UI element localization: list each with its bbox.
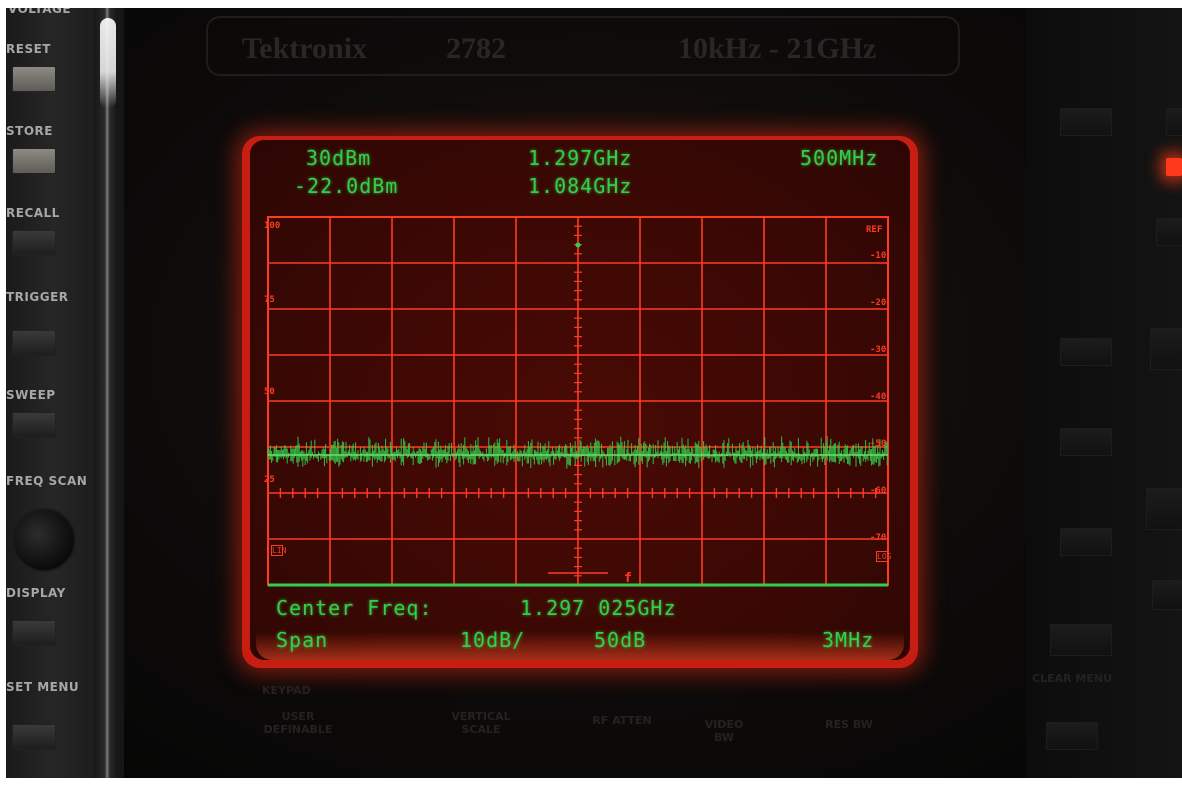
photo-scene: VOLTAGE RESET STORE RECALL TRIGGER SWEEP… [6,8,1182,778]
right-control-panel: CLEAR MENU [1026,8,1182,778]
center-freq-value: 1.297 025GHz [520,596,677,620]
grid-right-label-minus30: -30 [870,345,887,355]
right-edge-button-1[interactable] [1166,108,1182,136]
recall-button[interactable] [12,230,56,256]
reset-button[interactable] [12,66,56,92]
keypad-label: KEYPAD [262,684,311,697]
right-edge-button-3[interactable] [1150,328,1182,370]
recall-label: RECALL [6,206,60,220]
frequency-marker-label: f [624,571,632,586]
brand-range: 10kHz - 21GHz [678,32,877,65]
right-button-4[interactable] [1060,528,1112,556]
set-menu-button[interactable] [12,724,56,750]
grid-right-label-ref: REF [866,225,883,235]
grid-left-label-25: 25 [264,475,275,485]
span-label: Span [276,628,329,652]
display-label: DISPLAY [6,586,66,600]
resolution-bandwidth-readout: 3MHz [822,628,875,652]
plot-canvas [267,216,889,587]
video-bw-label: VIDEO BW [704,718,744,744]
grid-left-label-50: 50 [264,387,275,397]
grid-right-label-minus50: -50 [870,439,887,449]
grid-right-label-minus10: -10 [870,251,887,261]
reference-range-readout: 50dB [594,628,647,652]
lower-label-strip: KEYPAD USER DEFINABLE VERTICAL SCALE RF … [242,680,922,760]
left-panel-top-label: VOLTAGE [8,8,72,16]
grid-right-label-minus40: -40 [870,392,887,402]
log-scale-tag: LOG [876,551,892,562]
sweep-label: SWEEP [6,388,56,402]
res-bw-label: RES BW [825,718,873,731]
grid-right-label-minus70: -70 [870,533,887,543]
trigger-label: TRIGGER [6,290,69,304]
handle-glare [100,18,116,108]
right-edge-button-2[interactable] [1156,218,1182,246]
right-button-2[interactable] [1060,338,1112,366]
grid-right-label-minus20: -20 [870,298,887,308]
brand-bar: Tektronix 2782 10kHz - 21GHz [206,16,960,76]
right-button-6[interactable] [1046,722,1098,750]
freq-scan-knob[interactable] [12,508,76,572]
set-menu-label: SET MENU [6,680,80,694]
display-button[interactable] [12,620,56,646]
sweep-button[interactable] [12,412,56,438]
center-frequency-readout: 1.297GHz [528,146,633,170]
span-readout: 500MHz [800,146,879,170]
crt-glow [256,632,904,660]
trigger-button[interactable] [12,330,56,356]
user-definable-label: USER DEFINABLE [263,710,333,736]
clear-menu-button[interactable] [1050,624,1112,656]
brand-name: Tektronix [242,32,368,65]
grid-left-label-100: 100 [264,221,281,231]
handle-rail [94,8,118,778]
right-button-1[interactable] [1060,108,1112,136]
right-button-3[interactable] [1060,428,1112,456]
vertical-scale-readout: 10dB/ [460,628,526,652]
store-button[interactable] [12,148,56,174]
ref-level-readout: 30dBm [306,146,372,170]
grid-right-label-minus60: -60 [870,486,887,496]
right-edge-button-4[interactable] [1146,488,1182,530]
freq-scan-label: FREQ SCAN [6,474,88,488]
marker-frequency-readout: 1.084GHz [528,174,633,198]
lin-scale-tag: LIN [271,545,287,556]
clear-menu-label: CLEAR MENU [1032,672,1113,685]
indicator-led [1166,158,1182,176]
marker-dot [575,242,581,248]
vertical-scale-label: VERTICAL SCALE [451,710,511,736]
marker-level-readout: -22.0dBm [294,174,399,198]
spectrum-plot: 100 75 50 25 REF -10 -20 -30 -40 -50 -60… [260,211,900,603]
rf-atten-label: RF ATTEN [592,714,652,727]
brand-model: 2782 [446,32,506,65]
reset-label: RESET [6,42,51,56]
grid-left-label-75: 75 [264,295,275,305]
right-edge-button-5[interactable] [1152,580,1182,610]
center-freq-label: Center Freq: [276,596,433,620]
store-label: STORE [6,124,53,138]
